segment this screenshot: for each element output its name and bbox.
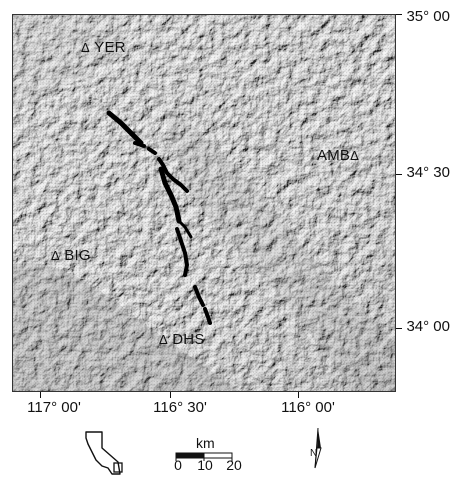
triangle-icon: Δ: [350, 148, 359, 163]
relief-terrain: [13, 15, 395, 391]
station-label-yer: YER: [94, 39, 126, 56]
scale-tick-20: 20: [226, 457, 242, 473]
lon-tick: [298, 392, 299, 398]
triangle-icon: Δ: [81, 40, 90, 55]
longitude-label-middle: 116° 30': [153, 399, 207, 416]
scale-bar-graphic: [175, 452, 233, 461]
scale-unit: km: [196, 435, 215, 451]
lat-tick: [396, 328, 402, 329]
latitude-label-top: 35° 00: [406, 8, 450, 25]
longitude-label-right: 116° 00': [281, 399, 335, 416]
scale-tick-0: 0: [174, 457, 182, 473]
station-amb: AMBΔ: [317, 147, 359, 164]
station-yer: Δ YER: [81, 39, 126, 56]
lon-tick: [170, 392, 171, 398]
north-label: N: [310, 448, 317, 459]
scale-bar: km 0 10 20: [172, 435, 242, 475]
shaded-relief-map: Δ YER AMBΔ Δ BIG Δ DHS: [12, 14, 396, 392]
north-arrow-icon: N: [310, 427, 322, 469]
station-label-big: BIG: [64, 247, 91, 264]
triangle-icon: Δ: [51, 248, 60, 263]
california-outline-icon: [85, 431, 123, 475]
lat-tick: [396, 14, 402, 15]
station-big: Δ BIG: [51, 247, 91, 264]
lat-tick: [396, 174, 402, 175]
station-label-dhs: DHS: [172, 331, 205, 348]
triangle-icon: Δ: [159, 332, 168, 347]
latitude-label-bottom: 34° 00: [406, 318, 450, 335]
station-label-amb: AMB: [317, 147, 351, 164]
scale-tick-10: 10: [197, 457, 213, 473]
lon-tick: [40, 392, 41, 398]
station-dhs: Δ DHS: [159, 331, 205, 348]
latitude-label-middle: 34° 30: [406, 164, 450, 181]
longitude-label-left: 117° 00': [27, 399, 81, 416]
fault-trace: [106, 110, 212, 325]
